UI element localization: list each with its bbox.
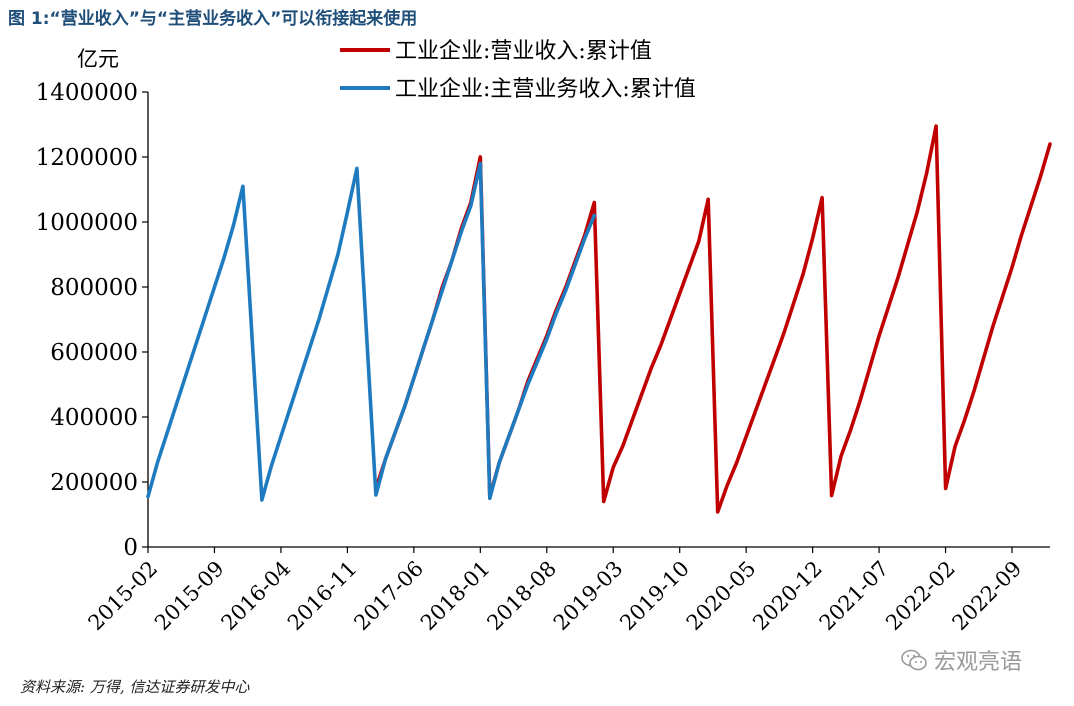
y-tick-label: 1000000 (36, 210, 138, 236)
y-axis: 0 200000 400000 600000 800000 1000000 1200000 1… (36, 80, 149, 561)
x-tick-label: 2022-02 (881, 556, 960, 635)
y-tick-label: 1400000 (36, 80, 138, 106)
y-axis-unit-label: 亿元 (77, 47, 119, 71)
x-axis: 2015-022015-092016-042016-112017-062018-… (84, 546, 1050, 635)
figure-title: 图 1:“营业收入”与“主营业务收入”可以衔接起来使用 (8, 9, 418, 29)
series-layer (146, 124, 1052, 514)
x-tick-label: 2018-08 (482, 556, 561, 635)
watermark-text: 宏观亮语 (934, 650, 1023, 675)
watermark: 宏观亮语 (900, 644, 1022, 676)
y-tick-label: 1200000 (36, 145, 138, 171)
y-tick-label: 600000 (50, 340, 138, 366)
x-tick-label: 2015-02 (84, 556, 163, 635)
x-tick-label: 2021-07 (815, 556, 894, 635)
x-tick-label: 2016-04 (217, 556, 296, 635)
y-tick-label: 200000 (50, 470, 138, 496)
x-tick-label: 2020-05 (682, 556, 761, 635)
series-line-1 (146, 161, 597, 502)
x-tick-label: 2019-10 (615, 556, 694, 635)
x-tick-label: 2020-12 (748, 556, 827, 635)
legend-label-1: 工业企业:主营业务收入:累计值 (395, 77, 696, 102)
x-tick-label: 2016-11 (283, 556, 362, 635)
legend-label-0: 工业企业:营业收入:累计值 (395, 39, 652, 64)
x-tick-label: 2022-09 (948, 556, 1027, 635)
source-note: 资料来源: 万得, 信达证券研发中心 (20, 678, 250, 696)
x-tick-label: 2019-03 (549, 556, 628, 635)
y-tick-label: 0 (123, 535, 138, 561)
y-tick-label: 800000 (50, 275, 138, 301)
x-tick-label: 2018-01 (416, 556, 495, 635)
x-tick-label: 2015-09 (150, 556, 229, 635)
wechat-icon (901, 649, 927, 671)
y-tick-label: 400000 (50, 405, 138, 431)
x-tick-label: 2017-06 (349, 556, 428, 635)
